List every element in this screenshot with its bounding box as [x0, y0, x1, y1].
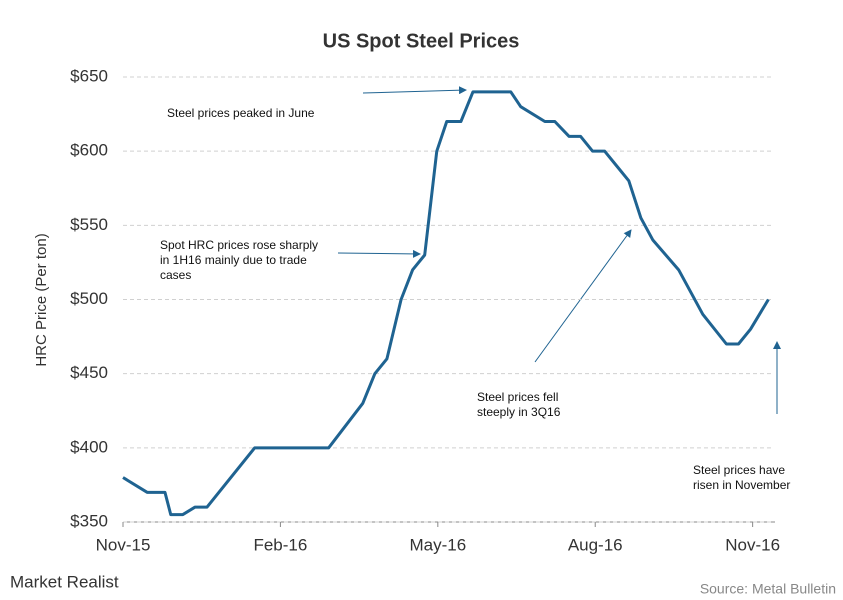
annotation: Spot HRC prices rose sharply	[160, 238, 318, 252]
arrows	[337, 86, 781, 414]
annotation: Steel prices fell	[477, 390, 558, 404]
annotation: in 1H16 mainly due to trade	[160, 253, 307, 267]
brand: Market Realist	[10, 572, 119, 591]
x-tick-label: Aug-16	[568, 535, 623, 554]
annotation: Steel prices peaked in June	[167, 106, 315, 120]
annotation: cases	[160, 268, 191, 282]
arrow	[337, 249, 421, 258]
y-axis-label: HRC Price (Per ton)	[33, 233, 50, 366]
source: Source: Metal Bulletin	[700, 581, 836, 597]
line-series	[122, 90, 770, 517]
chart-title: US Spot Steel Prices	[323, 30, 520, 52]
x-tick-label: May-16	[409, 535, 466, 554]
annotation: steeply in 3Q16	[477, 405, 561, 419]
y-tick-label: $400	[70, 437, 108, 456]
arrow	[362, 86, 467, 95]
y-tick-label: $350	[70, 511, 108, 530]
x-tick-label: Nov-15	[96, 535, 151, 554]
arrow	[534, 229, 632, 363]
y-tick-label: $450	[70, 363, 108, 382]
y-tick-label: $500	[70, 289, 108, 308]
x-tick-label: Nov-16	[725, 535, 780, 554]
annotation: Steel prices have	[693, 463, 785, 477]
x-tick-label: Feb-16	[253, 535, 307, 554]
annotation: risen in November	[693, 478, 790, 492]
y-tick-label: $550	[70, 215, 108, 234]
y-tick-label: $600	[70, 141, 108, 160]
y-tick-label: $650	[70, 66, 108, 85]
